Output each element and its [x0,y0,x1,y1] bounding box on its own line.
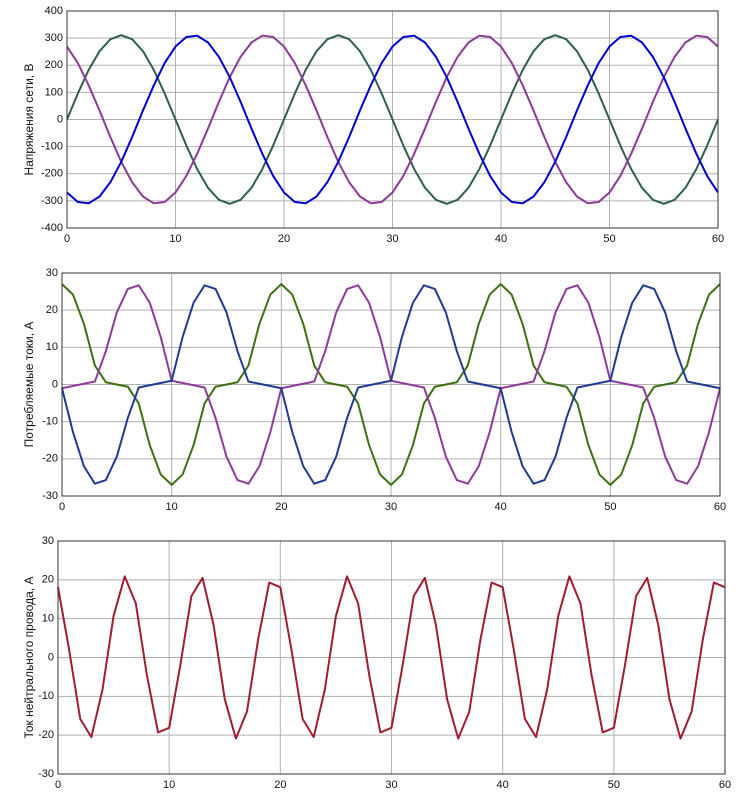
line-series [61,283,721,486]
y-tick-label: 300 [45,32,63,44]
x-tick-label: 50 [603,233,615,245]
x-tick-label: 50 [608,779,620,791]
line-series [61,284,721,485]
y-tick-label: 100 [45,86,63,98]
plot-frame [57,540,726,775]
y-tick-label: -200 [41,168,63,180]
y-tick-label: -30 [38,768,54,780]
x-tick-label: 50 [604,501,616,513]
x-tick-label: 20 [278,233,290,245]
x-tick-label: 40 [495,501,507,513]
y-tick-label: -300 [41,195,63,207]
y-tick-label: 0 [57,113,63,125]
y-tick-label: 0 [48,651,54,663]
y-tick-label: -20 [42,453,58,465]
y-tick-label: 20 [42,574,54,586]
y-tick-label: -30 [42,490,58,502]
x-tick-label: 10 [166,501,178,513]
y-axis-label: Ток нейтрального провода, А [22,576,36,738]
y-tick-label: 20 [46,304,58,316]
x-tick-label: 10 [169,233,181,245]
y-tick-label: 400 [45,5,63,17]
x-tick-label: 0 [55,779,61,791]
x-tick-label: 40 [497,779,509,791]
x-tick-label: 40 [495,233,507,245]
x-tick-label: 60 [719,779,731,791]
y-tick-label: -100 [41,141,63,153]
y-axis-label: Напряжения сети, В [22,64,36,176]
line-series [66,34,719,205]
y-tick-label: -10 [42,416,58,428]
y-tick-label: 30 [42,535,54,547]
y-tick-label: 0 [52,378,58,390]
line-series [66,34,719,205]
x-tick-label: 0 [64,233,70,245]
x-tick-label: 30 [386,233,398,245]
x-tick-label: 60 [712,233,724,245]
x-tick-label: 60 [714,501,726,513]
x-tick-label: 30 [385,501,397,513]
y-tick-label: 10 [42,613,54,625]
y-tick-label: -400 [41,222,63,234]
y-tick-label: -20 [38,729,54,741]
y-axis-label: Потребляемые токи, А [22,322,36,448]
line-series [57,575,726,740]
plot-frame [61,272,721,497]
y-tick-label: -10 [38,690,54,702]
plot-frame [66,10,719,229]
x-tick-label: 10 [163,779,175,791]
x-tick-label: 0 [59,501,65,513]
y-tick-label: 200 [45,59,63,71]
x-tick-label: 30 [385,779,397,791]
x-tick-label: 20 [274,779,286,791]
y-tick-label: 10 [46,341,58,353]
y-tick-label: 30 [46,267,58,279]
line-series [66,34,719,205]
x-tick-label: 20 [275,501,287,513]
